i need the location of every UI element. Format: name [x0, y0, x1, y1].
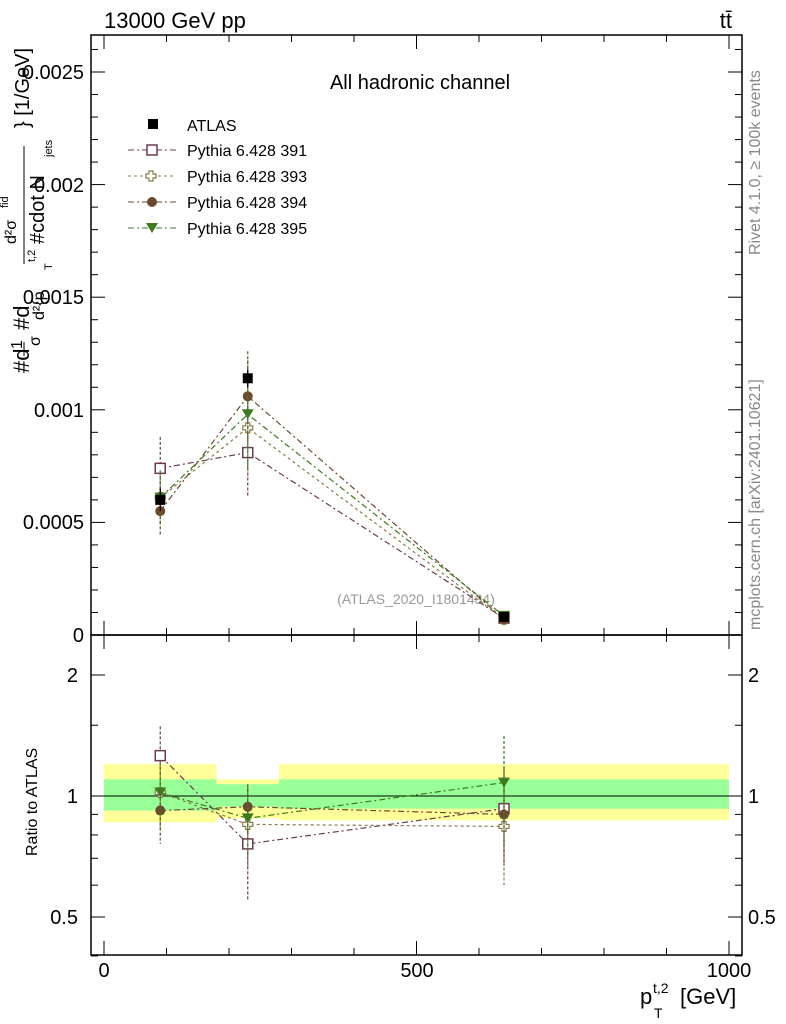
legend-label-393: Pythia 6.428 393 [187, 169, 307, 186]
main-series [154, 351, 510, 625]
main-ytick-0: 0 [73, 625, 84, 647]
ratio-ytick-2-right: 2 [748, 665, 759, 687]
legend-entry-395: Pythia 6.428 395 [128, 221, 307, 238]
xlabel-sup: t,2 [653, 980, 669, 996]
ratio-ytick-1-right: 1 [748, 786, 759, 808]
main-ylabel-d2sigma: d²σ [3, 220, 20, 244]
legend-label-394: Pythia 6.428 394 [187, 195, 307, 212]
legend-marker-394 [147, 197, 157, 207]
mcplots-label: mcplots.cern.ch [arXiv:2401.10621] [747, 379, 764, 630]
main-ylabel-d: #d [9, 349, 34, 373]
ratio-point-4-0 [154, 787, 167, 798]
xlabel-sub: T [654, 1005, 663, 1021]
legend-entry-393: Pythia 6.428 393 [128, 169, 307, 186]
main-ytick-0.0025: 0.0025 [23, 62, 84, 84]
xtick-500: 500 [400, 960, 433, 982]
main-ylabel-cdot: #cdot N [27, 175, 49, 244]
axis-ticks [91, 35, 742, 957]
main-ylabel-t2: t,2 [26, 250, 38, 262]
analysis-watermark: (ATLAS_2020_I1801434) [337, 591, 495, 607]
main-point-0-0 [155, 494, 166, 505]
ratio-point-3-1 [242, 801, 253, 812]
legend-marker-atlas [148, 119, 158, 129]
legend: ATLAS Pythia 6.428 391 Pythia 6.428 393 … [128, 118, 307, 238]
ratio-point-1-0 [154, 749, 166, 762]
plot-title: All hadronic channel [330, 72, 510, 94]
main-ylabel-sigma: σ [27, 336, 44, 346]
main-point-0-2 [499, 611, 509, 622]
main-ylabel-fid: fid [0, 196, 11, 208]
ratio-point-4-1 [241, 813, 254, 824]
ratio-ytick-1: 1 [67, 786, 78, 808]
main-line-2 [159, 427, 505, 620]
legend-marker-393 [145, 170, 157, 182]
xtick-0: 0 [98, 960, 109, 982]
main-ylabel-jets: jets [43, 139, 55, 158]
legend-label-391: Pythia 6.428 391 [187, 143, 307, 160]
ratio-bands [104, 764, 729, 823]
ratio-ytick-0.5-right: 0.5 [748, 907, 776, 929]
ratio-point-4-2 [498, 777, 510, 788]
process-label: 13000 GeV pp [104, 8, 246, 33]
x-axis-label: p t,2 T [GeV] [640, 980, 736, 1021]
main-ytick-0.001: 0.001 [34, 400, 84, 422]
rivet-label: Rivet 4.1.0, ≥ 100k events [747, 70, 764, 255]
main-ylabel-d2: #d [9, 306, 34, 330]
main-line-4 [159, 413, 505, 617]
main-ylabel-d2p: d²{p [31, 291, 48, 320]
ratio-series [154, 726, 510, 901]
main-ytick-0.0015: 0.0015 [23, 287, 84, 309]
xlabel-unit: [GeV] [680, 984, 736, 1009]
main-line-3 [159, 395, 505, 620]
ratio-line-1 [159, 755, 505, 845]
main-ylabel: #d 1 σ #d d²σ fid d²{p T t,2 #cdot N jet… [0, 48, 55, 373]
main-ylabel-unit: } [1/GeV] [12, 48, 34, 128]
legend-entry-391: Pythia 6.428 391 [128, 143, 307, 160]
ratio-line-2 [160, 791, 505, 828]
xtick-1000: 1000 [707, 960, 752, 982]
main-point-4-1 [241, 409, 254, 420]
ratio-line-4 [160, 781, 505, 819]
ratio-point-3-2 [499, 809, 509, 820]
main-ylabel-one: 1 [9, 340, 26, 349]
legend-label-atlas: ATLAS [187, 118, 237, 135]
ratio-ylabel: Ratio to ATLAS [24, 748, 41, 856]
legend-marker-391 [146, 144, 158, 156]
ratio-ytick-0.5: 0.5 [50, 907, 78, 929]
main-ylabel-T: T [43, 263, 55, 270]
legend-entry-394: Pythia 6.428 394 [128, 195, 307, 212]
main-ytick-0.002: 0.002 [34, 175, 84, 197]
final-state-label: tt̄ [720, 8, 732, 33]
legend-marker-395 [146, 223, 158, 233]
main-ytick-0.0005: 0.0005 [23, 512, 84, 534]
ratio-ytick-2: 2 [67, 665, 78, 687]
legend-label-395: Pythia 6.428 395 [187, 221, 307, 238]
legend-entry-atlas: ATLAS [148, 118, 237, 135]
main-point-0-1 [242, 373, 253, 384]
xlabel-main: p [640, 984, 652, 1009]
